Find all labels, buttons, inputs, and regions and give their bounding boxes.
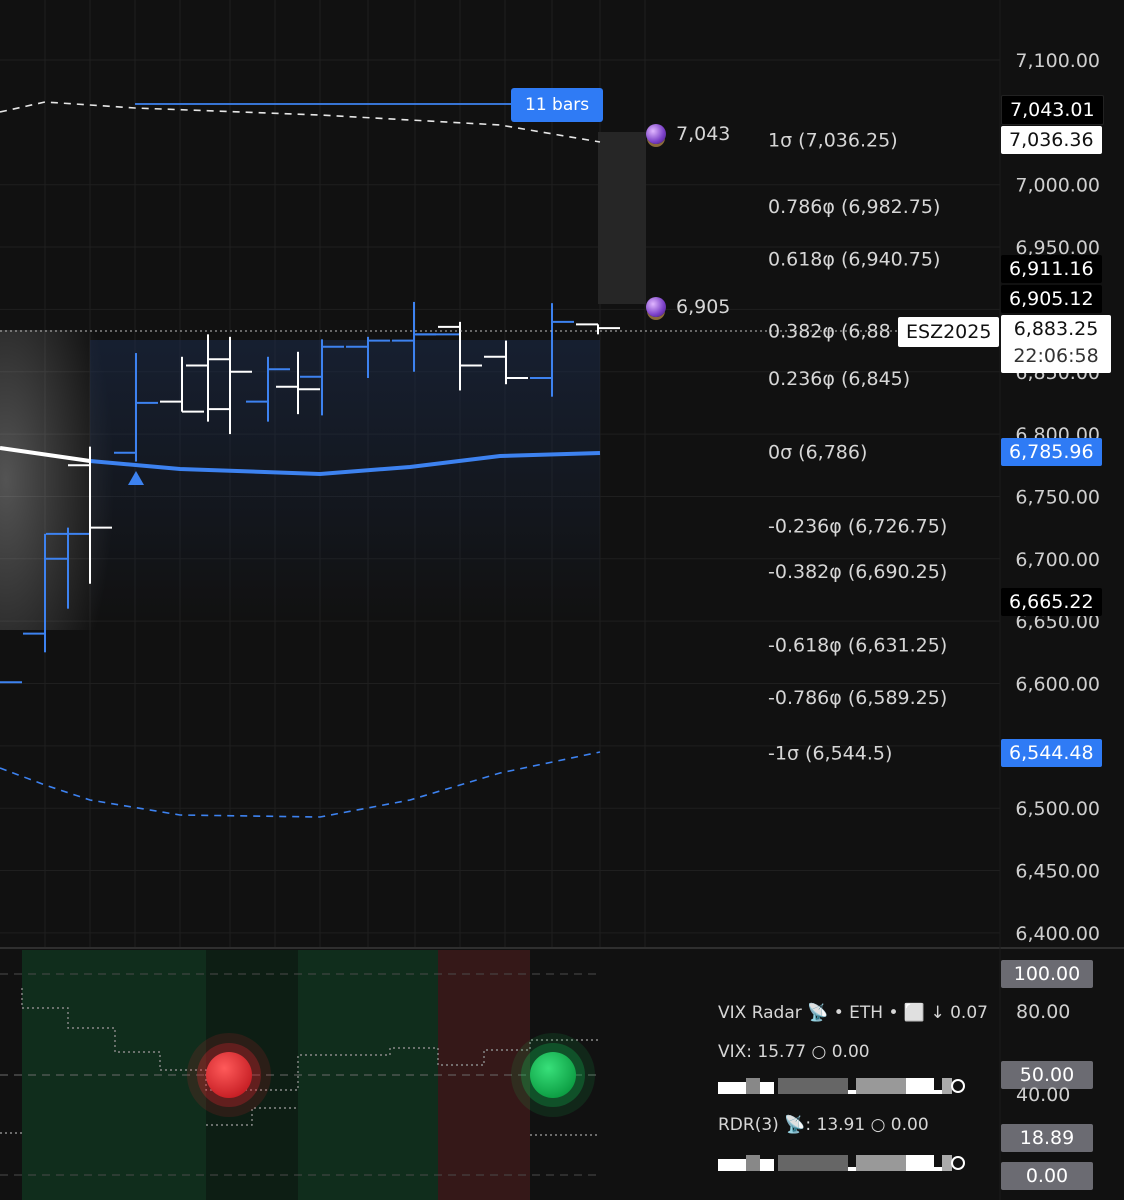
ohlc-bar bbox=[276, 351, 320, 415]
projection-box bbox=[598, 132, 646, 304]
fib-level-label: 0σ (6,786) bbox=[768, 442, 867, 464]
price-tick-label: 7,000.00 bbox=[1015, 175, 1100, 197]
ohlc-bar bbox=[246, 356, 290, 422]
fib-level-label: 0.618φ (6,940.75) bbox=[768, 249, 940, 271]
fib-level-label: -0.786φ (6,589.25) bbox=[768, 687, 947, 709]
countdown: 22:06:58 bbox=[1013, 345, 1099, 367]
price-tag: 6,665.22 bbox=[1001, 588, 1102, 616]
price-tag: 6,544.48 bbox=[1001, 739, 1102, 767]
ohlc-bar bbox=[208, 336, 252, 435]
crystal-ball-icon bbox=[646, 124, 666, 144]
fib-level-label: -0.236φ (6,726.75) bbox=[768, 515, 947, 537]
indicator-scale-tag: 0.00 bbox=[1001, 1162, 1093, 1190]
price-tick-label: 6,600.00 bbox=[1015, 674, 1100, 696]
buy-signal bbox=[511, 1033, 595, 1117]
rdr-step-line bbox=[0, 1107, 600, 1136]
up-arrow-marker bbox=[128, 471, 144, 485]
mean-line-blue bbox=[89, 451, 601, 477]
vix-pattern-strip bbox=[718, 1078, 968, 1094]
ohlc-bar bbox=[160, 356, 204, 413]
crystal-ball-icon bbox=[646, 297, 666, 317]
symbol-tag: ESZ2025 bbox=[898, 317, 1000, 347]
orb-label: 7,043 bbox=[676, 123, 731, 145]
vix-value: VIX: 15.77 ○ 0.00 bbox=[718, 1042, 870, 1062]
indicator-pane bbox=[0, 950, 600, 1200]
fib-level-label: 0.786φ (6,982.75) bbox=[768, 196, 940, 218]
fib-level-label: -0.382φ (6,690.25) bbox=[768, 561, 947, 583]
orb-marker-top: 7,043 bbox=[646, 120, 730, 148]
indicator-title[interactable]: VIX Radar 📡 • ETH • ⬜ ↓ 0.07 bbox=[718, 1003, 988, 1023]
rdr-value: RDR(3) 📡: 13.91 ○ 0.00 bbox=[718, 1115, 929, 1135]
price-tick-label: 6,700.00 bbox=[1015, 549, 1100, 571]
last-price: 6,883.25 bbox=[1013, 318, 1099, 340]
bands bbox=[0, 101, 601, 818]
indicator-tick: 80.00 bbox=[1016, 1001, 1071, 1023]
price-tag: 6,905.12 bbox=[1001, 285, 1102, 313]
indicator-scale-tag: 50.00 bbox=[1001, 1061, 1093, 1089]
price-tick-label: 6,650.00 bbox=[1015, 611, 1100, 633]
fib-level-label: 0.382φ (6,88 bbox=[768, 321, 891, 343]
fib-level-label: -0.618φ (6,631.25) bbox=[768, 635, 947, 657]
ohlc-bars bbox=[0, 301, 620, 684]
ohlc-bar bbox=[114, 353, 158, 462]
ohlc-bar bbox=[576, 323, 620, 335]
price-tick-label: 7,100.00 bbox=[1015, 50, 1100, 72]
fib-level-labels: 1σ (7,036.25) 0.786φ (6,982.75) 0.618φ (6,… bbox=[768, 129, 947, 764]
indicator-scale-tag: 100.00 bbox=[1001, 960, 1093, 988]
ohlc-bar bbox=[186, 334, 230, 422]
indicator-scale-tag: 18.89 bbox=[1001, 1124, 1093, 1152]
ohlc-bar bbox=[346, 336, 390, 378]
orb-label: 6,905 bbox=[676, 296, 731, 318]
rdr-pattern-strip bbox=[718, 1155, 968, 1171]
ohlc-bar bbox=[438, 321, 482, 391]
sell-signal bbox=[187, 1033, 271, 1117]
ohlc-bar bbox=[68, 446, 112, 584]
vix-step-line bbox=[21, 988, 600, 1091]
blue-zone bbox=[90, 340, 600, 620]
price-tick-label: 6,500.00 bbox=[1015, 798, 1100, 820]
ohlc-bar bbox=[46, 527, 90, 609]
fib-level-label: 0.236φ (6,845) bbox=[768, 368, 910, 390]
last-price-tag: 6,883.25 22:06:58 bbox=[1001, 315, 1111, 373]
bars-count-badge: 11 bars bbox=[511, 88, 604, 122]
fib-level-label: -1σ (6,544.5) bbox=[768, 743, 892, 765]
ohlc-bar bbox=[23, 533, 67, 653]
price-tag: 7,043.01 bbox=[1001, 95, 1104, 125]
lower-band bbox=[0, 751, 601, 818]
price-tick-label: 6,750.00 bbox=[1015, 486, 1100, 508]
mean-line-white bbox=[0, 446, 91, 463]
price-axis-ticks: 7,100.007,000.006,950.006,850.006,800.00… bbox=[1015, 50, 1100, 945]
price-tag: 7,036.36 bbox=[1001, 126, 1102, 154]
indicator-tick: 40.00 bbox=[1016, 1084, 1071, 1106]
price-tick-label: 6,400.00 bbox=[1015, 923, 1100, 945]
price-tick-label: 6,950.00 bbox=[1015, 237, 1100, 259]
price-tick-label: 6,450.00 bbox=[1015, 861, 1100, 883]
ohlc-bar bbox=[300, 339, 344, 416]
ohlc-bar bbox=[484, 340, 528, 385]
ohlc-bar bbox=[530, 303, 574, 397]
orb-marker-bottom: 6,905 bbox=[646, 293, 730, 321]
price-tag: 6,785.96 bbox=[1001, 438, 1102, 466]
price-tag: 6,911.16 bbox=[1001, 255, 1102, 283]
fib-level-label: 1σ (7,036.25) bbox=[768, 129, 898, 151]
